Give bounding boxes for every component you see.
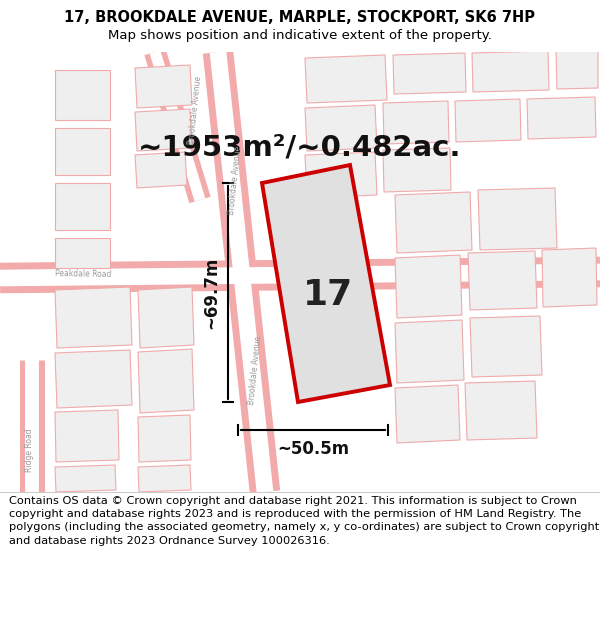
Polygon shape (395, 320, 464, 383)
Polygon shape (465, 381, 537, 440)
Text: Brookdale Avenue: Brookdale Avenue (247, 335, 263, 405)
Polygon shape (395, 255, 462, 318)
Text: ~69.7m: ~69.7m (202, 256, 220, 329)
Polygon shape (135, 65, 192, 108)
Polygon shape (55, 70, 110, 120)
Polygon shape (383, 148, 451, 192)
Polygon shape (305, 55, 387, 103)
Polygon shape (55, 287, 132, 348)
Polygon shape (55, 183, 110, 230)
Text: Contains OS data © Crown copyright and database right 2021. This information is : Contains OS data © Crown copyright and d… (9, 496, 599, 546)
Polygon shape (556, 50, 598, 89)
Polygon shape (55, 238, 110, 268)
Text: 17: 17 (303, 278, 353, 312)
Polygon shape (55, 465, 116, 492)
Text: Map shows position and indicative extent of the property.: Map shows position and indicative extent… (108, 29, 492, 42)
Polygon shape (305, 105, 377, 151)
Polygon shape (478, 188, 557, 250)
Polygon shape (135, 152, 187, 188)
Text: ~50.5m: ~50.5m (277, 440, 349, 458)
Polygon shape (455, 99, 521, 142)
Polygon shape (138, 415, 191, 462)
Polygon shape (135, 109, 192, 151)
Polygon shape (383, 101, 449, 144)
Text: Ridge Road: Ridge Road (25, 428, 35, 472)
Polygon shape (472, 51, 549, 92)
Polygon shape (470, 316, 542, 377)
Polygon shape (55, 128, 110, 175)
Polygon shape (393, 53, 466, 94)
Polygon shape (262, 165, 390, 402)
Polygon shape (395, 385, 460, 443)
Polygon shape (542, 248, 597, 307)
Text: Peakdale Road: Peakdale Road (55, 269, 112, 279)
Polygon shape (395, 192, 472, 253)
Polygon shape (138, 465, 191, 492)
Polygon shape (138, 349, 194, 413)
Text: ~1953m²/~0.482ac.: ~1953m²/~0.482ac. (138, 134, 462, 162)
Polygon shape (305, 152, 377, 198)
Polygon shape (55, 410, 119, 462)
Polygon shape (468, 251, 537, 310)
Text: Brookdale Avenue: Brookdale Avenue (227, 145, 243, 215)
Text: Brookdale Avenue: Brookdale Avenue (187, 75, 203, 145)
Polygon shape (138, 287, 194, 348)
Polygon shape (55, 350, 132, 408)
Polygon shape (527, 97, 596, 139)
Text: 17, BROOKDALE AVENUE, MARPLE, STOCKPORT, SK6 7HP: 17, BROOKDALE AVENUE, MARPLE, STOCKPORT,… (65, 11, 536, 26)
